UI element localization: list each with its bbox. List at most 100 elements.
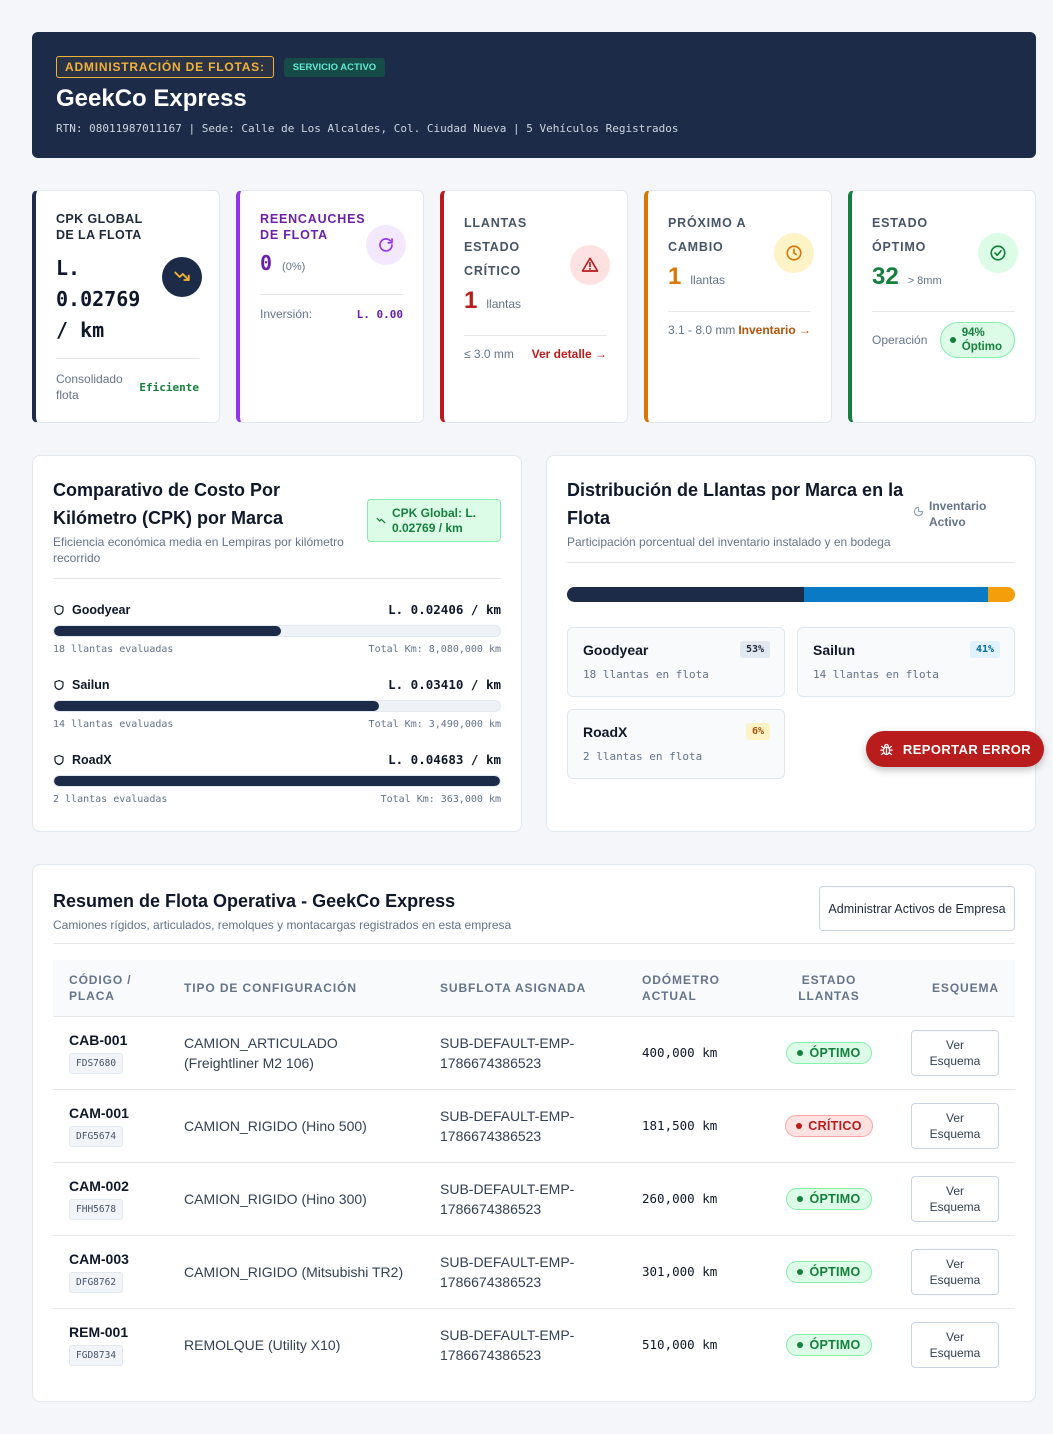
- kpi-critical-unit: llantas: [486, 297, 522, 311]
- brand-card-name: Goodyear: [583, 642, 649, 658]
- kpi-cpk-label: CPK GLOBAL DE LA FLOTA: [56, 212, 143, 242]
- cpk-bar: [53, 700, 501, 712]
- trending-icon: [376, 517, 386, 523]
- admin-label: ADMINISTRACIÓN DE FLOTAS:: [56, 56, 274, 78]
- kpi-retreads-card: REENCAUCHES DE FLOTA 0 (0%) Inversión: L.…: [236, 190, 424, 423]
- brand-card-goodyear: Goodyear 18 llantas en flota 53%: [567, 627, 785, 697]
- col-subfleet: SUBFLOTA ASIGNADA: [440, 980, 587, 995]
- vehicle-subfleet: SUB-DEFAULT-EMP- 1786674386523: [424, 1161, 626, 1235]
- company-details: RTN: 08011987011167 | Sede: Calle de Los…: [56, 122, 679, 135]
- brand-distribution-panel: Distribución de Llantas por Marca en la F…: [546, 455, 1036, 832]
- cpk-tire-count: 14 llantas evaluadas: [53, 719, 174, 730]
- brand-card-name: RoadX: [583, 724, 628, 740]
- vehicle-odometer: 301,000 km: [626, 1234, 768, 1308]
- active-inventory-badge: Inventario Activo: [913, 498, 986, 530]
- table-row: CAM-003 DFG8762 CAMION_RIGIDO (Mitsubishi …: [53, 1234, 1015, 1308]
- col-code: CÓDIGO / PLACA: [69, 972, 132, 1003]
- fleet-subtitle: Camiones rígidos, articulados, remolques…: [53, 918, 512, 932]
- kpi-next-change-value: 1: [668, 263, 682, 290]
- vehicle-plate: FDS7680: [69, 1052, 124, 1074]
- company-name: GeekCo Express: [56, 85, 247, 112]
- tire-status-badge: ÓPTIMO: [786, 1187, 872, 1210]
- tire-status-badge: CRÍTICO: [785, 1114, 873, 1137]
- vehicle-odometer: 260,000 km: [626, 1161, 768, 1235]
- vehicle-subfleet: SUB-DEFAULT-EMP- 1786674386523: [424, 1015, 626, 1089]
- kpi-optimal-unit: > 8mm: [907, 275, 942, 287]
- table-row: REM-001 FGD8734 REMOLQUE (Utility X10) SUB-…: [53, 1307, 1015, 1381]
- refresh-icon: [366, 225, 406, 265]
- view-detail-link[interactable]: Ver detalle →: [531, 347, 607, 361]
- vehicle-config: CAMION_ARTICULADO (Freightliner M2 106): [168, 1015, 424, 1089]
- distribution-stacked-bar: [567, 587, 1015, 602]
- cpk-bar-fill: [54, 701, 379, 711]
- kpi-critical-label: LLANTAS ESTADO CRÍTICO: [464, 216, 527, 278]
- distribution-panel-subtitle: Participación porcentual del inventario …: [567, 535, 891, 549]
- col-schema: ESQUEMA: [932, 980, 999, 995]
- operation-status-pill: 94% Óptimo: [939, 322, 1015, 358]
- vehicle-config: REMOLQUE (Utility X10): [168, 1307, 424, 1381]
- kpi-retreads-label: REENCAUCHES DE FLOTA: [260, 212, 366, 242]
- trending-down-icon: [162, 257, 202, 297]
- distribution-segment-roadx: [988, 587, 1015, 602]
- shield-icon: [54, 754, 64, 765]
- vehicle-code: CAM-002: [69, 1177, 129, 1194]
- cpk-brand-value: L. 0.02406 / km: [388, 602, 501, 617]
- vehicle-code: CAM-003: [69, 1250, 129, 1267]
- report-error-button[interactable]: REPORTAR ERROR: [866, 731, 1044, 767]
- table-row: CAM-001 DFG5674 CAMION_RIGIDO (Hino 500) SU…: [53, 1088, 1015, 1162]
- cpk-total-km: Total Km: 363,000 km: [380, 794, 501, 805]
- vehicle-plate: DFG8762: [69, 1271, 124, 1293]
- tire-status-badge: ÓPTIMO: [786, 1041, 872, 1064]
- kpi-retreads-foot-label: Inversión:: [260, 307, 313, 321]
- kpi-retreads-pct: (0%): [282, 261, 306, 273]
- view-schema-button[interactable]: Ver Esquema: [911, 1102, 999, 1149]
- kpi-next-change-label: PRÓXIMO A CAMBIO: [668, 216, 747, 254]
- vehicle-config: CAMION_RIGIDO (Mitsubishi TR2): [168, 1234, 424, 1308]
- cpk-row-sailun: Sailun L. 0.03410 / km 14 llantas evaluada…: [53, 677, 501, 730]
- cpk-tire-count: 2 llantas evaluadas: [53, 794, 168, 805]
- vehicle-code: CAM-001: [69, 1104, 129, 1121]
- vehicle-subfleet: SUB-DEFAULT-EMP- 1786674386523: [424, 1307, 626, 1381]
- manage-assets-button[interactable]: Administrar Activos de Empresa: [819, 886, 1015, 931]
- brand-card-roadx: RoadX 2 llantas en flota 6%: [567, 709, 785, 779]
- cpk-brand-name: Goodyear: [72, 602, 131, 617]
- view-schema-button[interactable]: Ver Esquema: [911, 1248, 999, 1295]
- cpk-comparison-panel: Comparativo de Costo Por Kilómetro (CPK) …: [32, 455, 522, 832]
- inventory-link[interactable]: Inventario →: [738, 323, 811, 337]
- brand-card-percent: 41%: [969, 641, 1000, 658]
- kpi-optimal-card: ESTADO ÓPTIMO 32 > 8mm Operación 94% Óptim…: [848, 190, 1036, 423]
- cpk-panel-title: Comparativo de Costo Por Kilómetro (CPK) …: [53, 480, 284, 528]
- kpi-next-change-unit: llantas: [690, 273, 726, 287]
- view-schema-button[interactable]: Ver Esquema: [911, 1175, 999, 1222]
- distribution-segment-sailun: [804, 587, 989, 602]
- brand-card-count: 14 llantas en flota: [813, 668, 939, 681]
- cpk-bar-fill: [54, 626, 282, 636]
- cpk-brand-value: L. 0.04683 / km: [388, 752, 501, 767]
- col-tire-status: ESTADO LLANTAS: [798, 972, 860, 1003]
- check-circle-icon: [978, 233, 1018, 273]
- view-schema-button[interactable]: Ver Esquema: [911, 1321, 999, 1368]
- view-schema-button[interactable]: Ver Esquema: [911, 1029, 999, 1076]
- vehicle-code: CAB-001: [69, 1031, 128, 1048]
- warning-icon: [570, 245, 610, 285]
- shield-icon: [54, 679, 64, 690]
- kpi-next-change-card: PRÓXIMO A CAMBIO 1 llantas 3.1 - 8.0 mm I…: [644, 190, 832, 423]
- tire-status-badge: ÓPTIMO: [786, 1333, 872, 1356]
- brand-card-sailun: Sailun 14 llantas en flota 41%: [797, 627, 1015, 697]
- cpk-brand-name: RoadX: [72, 752, 112, 767]
- kpi-optimal-label: ESTADO ÓPTIMO: [872, 216, 928, 254]
- cpk-brand-value: L. 0.03410 / km: [388, 677, 501, 692]
- kpi-critical-threshold: ≤ 3.0 mm: [464, 347, 514, 361]
- vehicle-subfleet: SUB-DEFAULT-EMP- 1786674386523: [424, 1088, 626, 1162]
- kpi-critical-card: LLANTAS ESTADO CRÍTICO 1 llantas ≤ 3.0 mm …: [440, 190, 628, 423]
- distribution-segment-goodyear: [567, 587, 805, 602]
- brand-card-count: 18 llantas en flota: [583, 668, 709, 681]
- cpk-bar: [53, 625, 501, 637]
- cpk-bar: [53, 775, 501, 787]
- service-status-badge: SERVICIO ACTIVO: [283, 57, 386, 77]
- distribution-panel-title: Distribución de Llantas por Marca en la F…: [567, 480, 904, 528]
- table-row: CAM-002 FHH5678 CAMION_RIGIDO (Hino 300) SU…: [53, 1161, 1015, 1235]
- cpk-bar-fill: [54, 776, 500, 786]
- fleet-table: CÓDIGO / PLACA TIPO DE CONFIGURACIÓN SUBF…: [53, 960, 1015, 1381]
- vehicle-odometer: 510,000 km: [626, 1307, 768, 1381]
